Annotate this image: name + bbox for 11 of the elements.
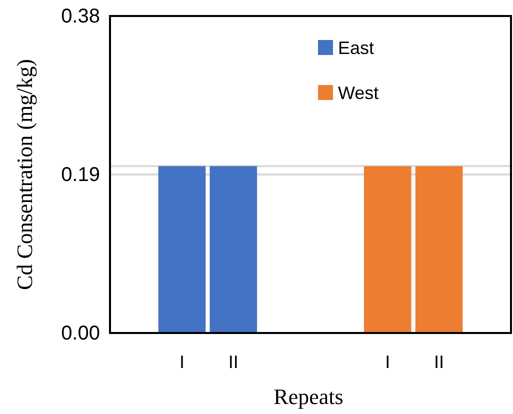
y-tick-label: 0.19: [61, 164, 100, 186]
y-axis-title: Cd Consentration (mg/kg): [12, 59, 37, 290]
legend-label: West: [338, 83, 379, 103]
x-tick-label: I: [179, 352, 184, 372]
x-axis-title: Repeats: [274, 384, 344, 409]
y-tick-label: 0.00: [61, 322, 100, 344]
x-tick-label: II: [434, 352, 444, 372]
x-tick-label: I: [385, 352, 390, 372]
x-tick-label: II: [228, 352, 238, 372]
y-tick-label: 0.38: [61, 5, 100, 28]
legend-label: East: [338, 38, 374, 58]
